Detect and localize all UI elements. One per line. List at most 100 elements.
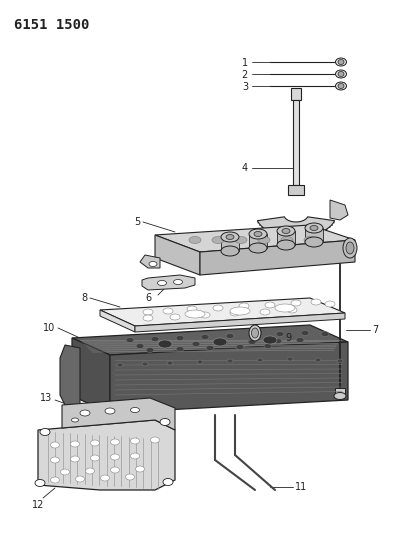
Ellipse shape bbox=[117, 363, 123, 367]
Ellipse shape bbox=[197, 360, 203, 364]
Polygon shape bbox=[140, 255, 160, 268]
Ellipse shape bbox=[149, 262, 157, 266]
Ellipse shape bbox=[40, 429, 50, 435]
Ellipse shape bbox=[221, 232, 239, 242]
Ellipse shape bbox=[338, 71, 344, 77]
Ellipse shape bbox=[226, 235, 234, 239]
Ellipse shape bbox=[304, 237, 316, 244]
Polygon shape bbox=[155, 225, 355, 252]
Ellipse shape bbox=[173, 279, 182, 285]
Text: 12: 12 bbox=[32, 500, 44, 510]
Ellipse shape bbox=[257, 358, 263, 362]
Ellipse shape bbox=[126, 474, 135, 480]
Polygon shape bbox=[249, 234, 267, 248]
Ellipse shape bbox=[321, 332, 329, 336]
Ellipse shape bbox=[221, 246, 239, 256]
Ellipse shape bbox=[111, 439, 120, 445]
Ellipse shape bbox=[277, 226, 295, 236]
Text: 6: 6 bbox=[145, 293, 151, 303]
Ellipse shape bbox=[311, 299, 321, 305]
Ellipse shape bbox=[131, 453, 140, 459]
Polygon shape bbox=[277, 231, 295, 245]
Ellipse shape bbox=[176, 335, 184, 341]
Ellipse shape bbox=[338, 84, 344, 88]
Polygon shape bbox=[200, 240, 355, 275]
Ellipse shape bbox=[310, 225, 318, 230]
Ellipse shape bbox=[157, 280, 166, 286]
Ellipse shape bbox=[248, 340, 256, 344]
Ellipse shape bbox=[131, 408, 140, 413]
Ellipse shape bbox=[251, 328, 259, 338]
Ellipse shape bbox=[142, 362, 148, 366]
Ellipse shape bbox=[146, 348, 154, 352]
Ellipse shape bbox=[135, 466, 144, 472]
Text: 11: 11 bbox=[295, 482, 307, 492]
Ellipse shape bbox=[334, 392, 346, 400]
Polygon shape bbox=[305, 228, 323, 242]
Ellipse shape bbox=[51, 477, 60, 483]
Ellipse shape bbox=[75, 476, 84, 482]
Polygon shape bbox=[155, 235, 200, 275]
Ellipse shape bbox=[274, 338, 282, 343]
Text: 1: 1 bbox=[242, 58, 248, 68]
Ellipse shape bbox=[201, 335, 209, 340]
Polygon shape bbox=[221, 237, 239, 251]
Polygon shape bbox=[38, 420, 175, 490]
Ellipse shape bbox=[71, 418, 78, 422]
Ellipse shape bbox=[187, 306, 197, 312]
Ellipse shape bbox=[167, 361, 173, 365]
Text: 7: 7 bbox=[372, 325, 378, 335]
Polygon shape bbox=[288, 185, 304, 195]
Ellipse shape bbox=[151, 437, 160, 443]
Ellipse shape bbox=[251, 333, 259, 337]
Ellipse shape bbox=[213, 305, 223, 311]
Text: 13: 13 bbox=[40, 393, 52, 403]
Ellipse shape bbox=[335, 70, 346, 78]
Ellipse shape bbox=[100, 475, 109, 481]
Text: 3: 3 bbox=[242, 82, 248, 92]
Ellipse shape bbox=[236, 344, 244, 350]
Text: 9: 9 bbox=[285, 333, 291, 343]
Ellipse shape bbox=[206, 345, 214, 351]
Polygon shape bbox=[335, 388, 345, 395]
Ellipse shape bbox=[337, 359, 343, 363]
Polygon shape bbox=[60, 345, 80, 408]
Polygon shape bbox=[72, 325, 348, 355]
Ellipse shape bbox=[91, 440, 100, 446]
Ellipse shape bbox=[305, 237, 323, 247]
Ellipse shape bbox=[212, 237, 224, 244]
Ellipse shape bbox=[163, 308, 173, 314]
Ellipse shape bbox=[220, 341, 228, 345]
Ellipse shape bbox=[111, 467, 120, 473]
Ellipse shape bbox=[71, 456, 80, 462]
Polygon shape bbox=[110, 342, 348, 413]
Ellipse shape bbox=[143, 315, 153, 321]
Text: 5: 5 bbox=[134, 217, 140, 227]
Ellipse shape bbox=[305, 223, 323, 233]
Ellipse shape bbox=[335, 58, 346, 66]
Ellipse shape bbox=[91, 455, 100, 461]
Polygon shape bbox=[135, 313, 345, 332]
Ellipse shape bbox=[258, 237, 270, 244]
Ellipse shape bbox=[160, 418, 170, 425]
Polygon shape bbox=[100, 310, 135, 332]
Ellipse shape bbox=[192, 342, 200, 346]
Ellipse shape bbox=[164, 343, 172, 348]
Ellipse shape bbox=[249, 229, 267, 239]
Ellipse shape bbox=[325, 301, 335, 307]
Polygon shape bbox=[142, 275, 195, 290]
Ellipse shape bbox=[105, 408, 115, 414]
Ellipse shape bbox=[263, 336, 277, 344]
Ellipse shape bbox=[163, 479, 173, 486]
Ellipse shape bbox=[227, 359, 233, 363]
Ellipse shape bbox=[230, 310, 240, 316]
Ellipse shape bbox=[239, 303, 249, 309]
Ellipse shape bbox=[338, 60, 344, 64]
Ellipse shape bbox=[277, 240, 295, 250]
Ellipse shape bbox=[346, 242, 354, 254]
Polygon shape bbox=[72, 338, 110, 413]
Text: 6151 1500: 6151 1500 bbox=[14, 18, 89, 32]
Ellipse shape bbox=[230, 307, 250, 315]
Ellipse shape bbox=[254, 231, 262, 237]
Polygon shape bbox=[100, 298, 345, 326]
